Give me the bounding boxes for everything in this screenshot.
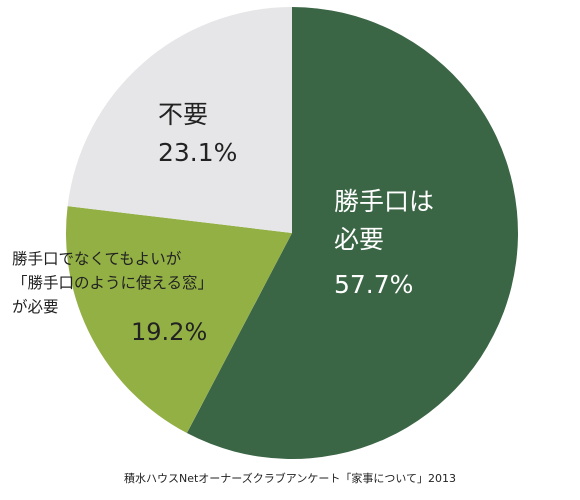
slice-label-0: 勝手口は必要 <box>334 187 434 254</box>
pie-slice-2 <box>67 7 293 233</box>
slice-value-2: 23.1% <box>158 138 237 167</box>
source-caption: 積水ハウスNetオーナーズクラブアンケート「家事について」2013 <box>124 472 456 485</box>
pie-slice-0 <box>186 7 518 460</box>
slice-value-1: 19.2% <box>131 318 207 346</box>
pie-chart: 勝手口は必要 57.7% 勝手口でなくてもよいが「勝手口のように使える窓」が必要19… <box>12 7 518 460</box>
slice-value-0: 57.7% <box>334 270 413 299</box>
slice-label-1: 勝手口でなくてもよいが「勝手口のように使える窓」が必要 <box>12 250 213 316</box>
slice-label-2: 不要 <box>158 100 208 129</box>
pie-slice-1 <box>66 206 292 434</box>
